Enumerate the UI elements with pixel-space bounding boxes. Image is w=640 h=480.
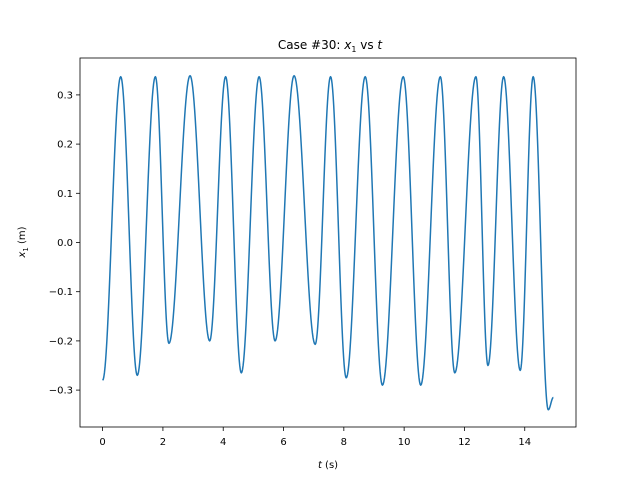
x-tick-label: 2 xyxy=(160,437,166,448)
x-tick-label: 4 xyxy=(220,437,226,448)
y-tick-label: 0.0 xyxy=(57,238,73,249)
y-tick-label: −0.2 xyxy=(49,336,73,347)
x-tick-label: 12 xyxy=(458,437,471,448)
series-layer xyxy=(102,74,554,411)
y-tick-label: −0.3 xyxy=(49,386,73,397)
x-tick-label: 8 xyxy=(341,437,347,448)
x-axis-ticks: 0 2 4 6 8 10 12 14 xyxy=(99,427,531,448)
x-tick-label: 14 xyxy=(518,437,531,448)
y-axis-label: x1 (m) xyxy=(17,226,30,258)
chart-title: Case #30: x1 vs t xyxy=(278,38,384,54)
y-axis-ticks: −0.3 −0.2 −0.1 0.0 0.1 0.2 0.3 xyxy=(49,90,80,397)
y-tick-label: 0.3 xyxy=(57,90,73,101)
y-tick-label: 0.1 xyxy=(57,189,73,200)
x-axis-label: t (s) xyxy=(318,460,338,471)
y-tick-label: −0.1 xyxy=(49,287,73,298)
y-tick-label: 0.2 xyxy=(57,140,73,151)
series-line xyxy=(102,74,554,411)
x-tick-label: 10 xyxy=(398,437,411,448)
x-tick-label: 0 xyxy=(99,437,105,448)
x-tick-label: 6 xyxy=(280,437,286,448)
